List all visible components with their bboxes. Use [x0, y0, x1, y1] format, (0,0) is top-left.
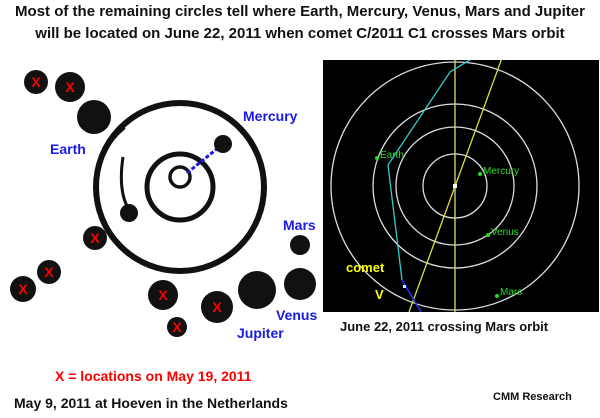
x-mark: X [212, 299, 222, 315]
orbit-caption: June 22, 2011 crossing Mars orbit [340, 319, 549, 334]
sun-ring [168, 165, 192, 189]
mars-circle [290, 235, 310, 255]
x-legend: X = locations on May 19, 2011 [55, 368, 252, 384]
comet-label: comet [346, 260, 385, 275]
title-line-2: will be located on June 22, 2011 when co… [35, 25, 565, 42]
may19-location-circle [24, 70, 48, 94]
middle-ring [144, 151, 216, 223]
inner-arc [95, 127, 126, 246]
label-jupiter: Jupiter [237, 325, 284, 341]
venus-dot [486, 233, 490, 237]
may19-location-circle [148, 280, 178, 310]
credit: CMM Research [493, 391, 572, 403]
mercury-dot [478, 172, 482, 176]
planet-label-mars: Mars [500, 287, 522, 298]
comet-path [387, 60, 471, 281]
comet-dot [403, 285, 406, 288]
comet-marker: V [375, 287, 384, 302]
x-mark: X [44, 264, 54, 280]
may19-location-circle [10, 276, 36, 302]
crop-circle [77, 100, 316, 309]
jupiter-circle [238, 271, 276, 309]
comet-tail [119, 156, 130, 209]
label-mercury: Mercury [243, 108, 298, 124]
title-line-1: Most of the remaining circles tell where… [15, 3, 585, 20]
label-earth: Earth [50, 141, 86, 157]
orbit-chart-background [323, 60, 599, 312]
x-mark: X [65, 79, 75, 95]
blue-dashed-line [186, 146, 219, 175]
x-mark: X [31, 74, 41, 90]
earth-circle [77, 100, 111, 134]
comet-circle [120, 204, 138, 222]
may19-location-circle [167, 317, 187, 337]
planet-label-venus: Venus [491, 227, 519, 238]
earth-dot [375, 156, 379, 160]
x-mark: X [90, 230, 100, 246]
mars-dot [495, 294, 499, 298]
sun-dot [453, 184, 457, 188]
crop-circle-caption: May 9, 2011 at Hoeven in the Netherlands [14, 395, 288, 411]
planet-label-mercury: Mercury [483, 166, 519, 177]
label-venus: Venus [276, 307, 317, 323]
may19-location-circle [55, 72, 85, 102]
orbit-chart: Earth Mercury Venus Mars comet V [323, 60, 599, 312]
may19-location-circle [83, 226, 107, 250]
x-mark: X [18, 281, 28, 297]
x-mark: X [158, 287, 168, 303]
may19-location-circle [201, 291, 233, 323]
may19-location-circle [37, 260, 61, 284]
mercury-circle [214, 135, 232, 153]
planet-label-earth: Earth [380, 150, 404, 161]
label-mars: Mars [283, 217, 316, 233]
venus-circle [284, 268, 316, 300]
x-mark: X [172, 319, 182, 335]
